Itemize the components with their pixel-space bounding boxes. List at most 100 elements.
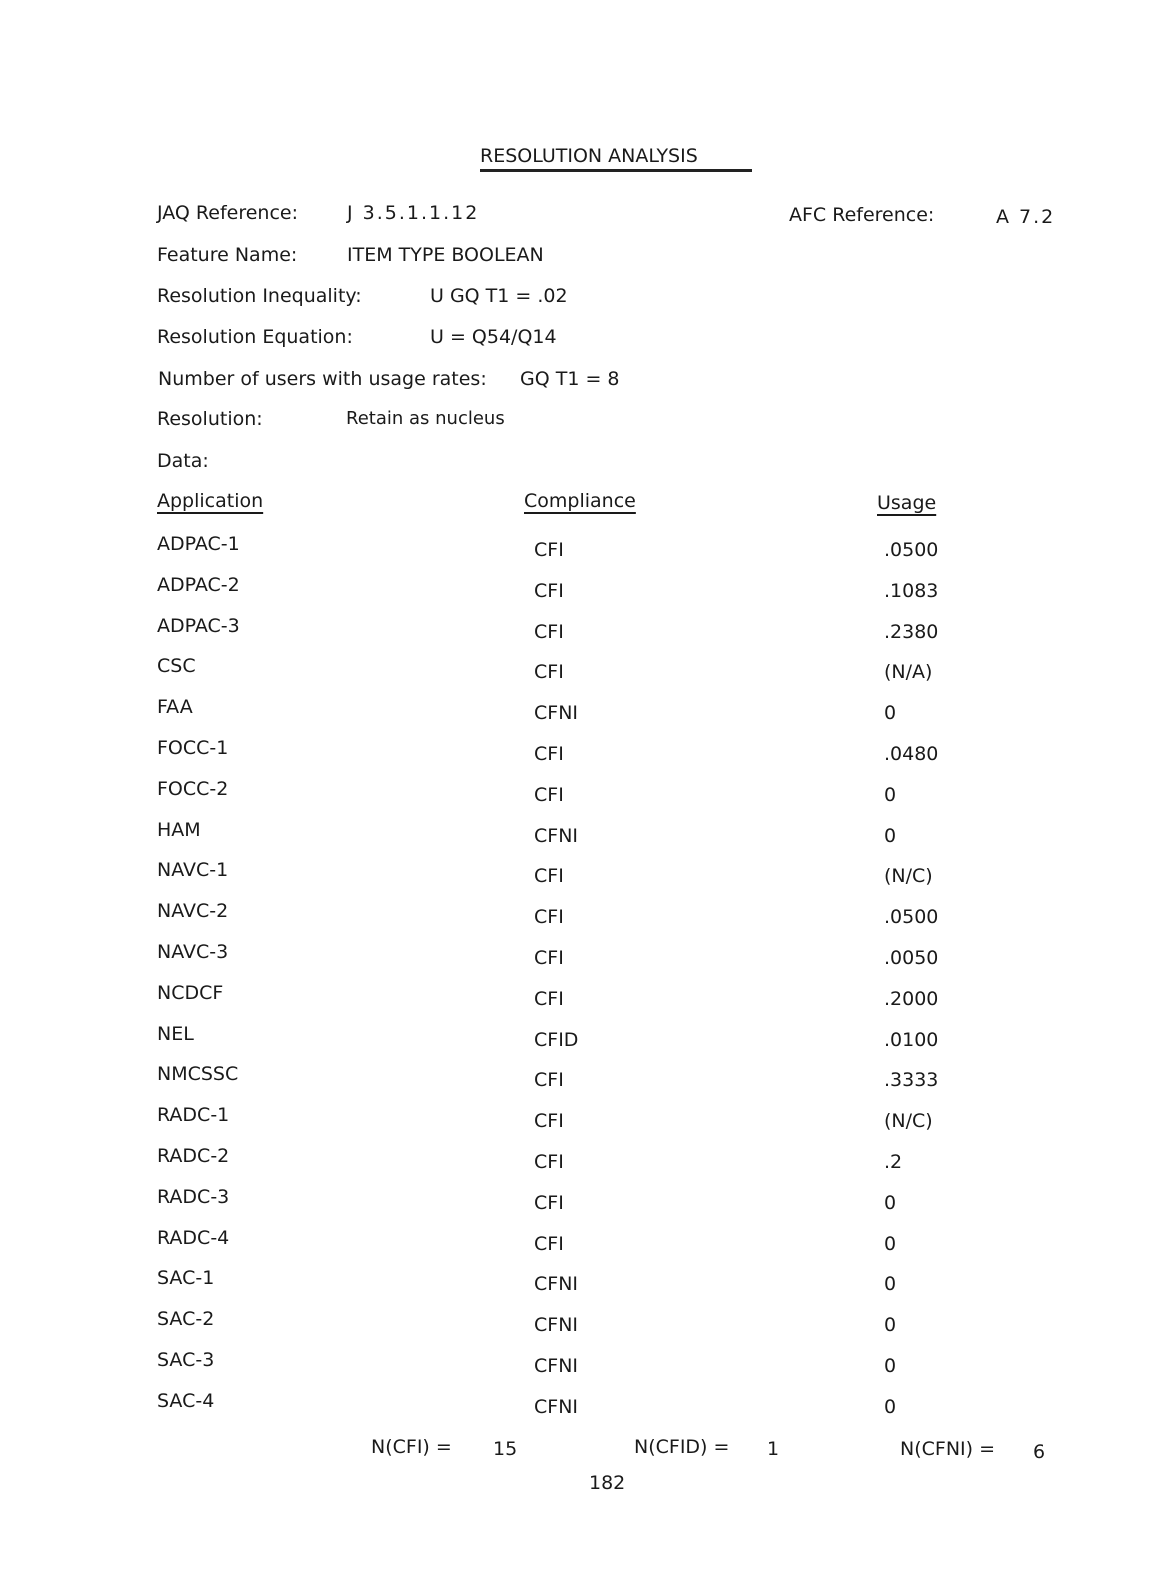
- table-row: SAC-3 CFNI 0: [0, 1349, 1167, 1379]
- application-cell: NCDCF: [157, 981, 224, 1004]
- application-cell: SAC-3: [157, 1349, 215, 1371]
- usage-cell: .3333: [884, 1069, 939, 1092]
- jaq-label: JAQ Reference:: [157, 202, 299, 224]
- users-label: Number of users with usage rates:: [158, 368, 487, 390]
- jaq-value: J 3.5.1.1.12: [347, 202, 480, 224]
- resolution-label: Resolution:: [157, 408, 263, 430]
- afc-value: A 7.2: [996, 206, 1056, 228]
- usage-cell: (N/A): [884, 661, 933, 684]
- usage-cell: .0100: [884, 1028, 939, 1051]
- table-row: SAC-4 CFNI 0: [0, 1390, 1167, 1420]
- compliance-cell: CFI: [534, 987, 564, 1010]
- application-cell: SAC-4: [157, 1389, 215, 1412]
- cfni-total-value: 6: [1033, 1441, 1046, 1463]
- usage-cell: .0500: [884, 539, 939, 561]
- usage-cell: .2000: [884, 987, 939, 1010]
- compliance-cell: CFI: [534, 661, 564, 684]
- application-cell: SAC-1: [157, 1267, 215, 1290]
- compliance-cell: CFI: [534, 783, 564, 806]
- compliance-cell: CFI: [534, 865, 564, 888]
- application-cell: FOCC-1: [157, 737, 229, 759]
- resolution-value: Retain as nucleus: [346, 408, 505, 429]
- usage-cell: 0: [884, 783, 897, 806]
- cfid-total-label: N(CFID) =: [634, 1436, 730, 1458]
- application-cell: FOCC-2: [157, 777, 229, 800]
- table-row: SAC-2 CFNI 0: [0, 1308, 1167, 1338]
- afc-label: AFC Reference:: [789, 204, 935, 226]
- compliance-cell: CFNI: [534, 1395, 579, 1418]
- usage-cell: 0: [884, 702, 897, 725]
- application-cell: ADPAC-3: [157, 614, 240, 637]
- usage-cell: (N/C): [884, 1110, 933, 1133]
- compliance-cell: CFI: [534, 1232, 564, 1255]
- usage-cell: .2: [884, 1151, 903, 1173]
- table-row: NMCSSC CFI .3333: [0, 1063, 1167, 1093]
- usage-cell: 0: [884, 1273, 897, 1296]
- usage-cell: .0500: [884, 906, 939, 929]
- compliance-cell: CFNI: [534, 824, 579, 847]
- cfni-total-label: N(CFNI) =: [900, 1438, 996, 1460]
- table-row: NCDCF CFI .2000: [0, 982, 1167, 1012]
- usage-cell: 0: [884, 1314, 897, 1337]
- application-cell: FAA: [157, 696, 193, 719]
- application-cell: RADC-2: [157, 1145, 230, 1167]
- column-header-compliance: Compliance: [524, 490, 636, 512]
- application-cell: NAVC-1: [157, 859, 229, 882]
- column-header-application: Application: [157, 490, 264, 512]
- page-title: RESOLUTION ANALYSIS: [480, 145, 752, 172]
- compliance-cell: CFI: [534, 1110, 564, 1133]
- application-cell: ADPAC-1: [157, 533, 240, 555]
- inequality-label: Resolution Inequality:: [157, 285, 362, 307]
- compliance-cell: CFI: [534, 1151, 564, 1173]
- usage-cell: .2380: [884, 620, 939, 643]
- compliance-cell: CFI: [534, 539, 564, 561]
- table-row: SAC-1 CFNI 0: [0, 1267, 1167, 1297]
- table-row: RADC-2 CFI .2: [0, 1145, 1167, 1175]
- table-row: NAVC-2 CFI .0500: [0, 900, 1167, 930]
- cfi-total-value: 15: [493, 1438, 518, 1460]
- usage-cell: .1083: [884, 579, 939, 602]
- page-number: 182: [589, 1472, 626, 1494]
- application-cell: NAVC-2: [157, 900, 229, 923]
- application-cell: HAM: [157, 818, 201, 841]
- feature-value: ITEM TYPE BOOLEAN: [347, 244, 544, 266]
- application-cell: NMCSSC: [157, 1063, 239, 1086]
- users-value: GQ T1 = 8: [520, 368, 620, 390]
- application-cell: CSC: [157, 655, 196, 678]
- table-row: NAVC-3 CFI .0050: [0, 941, 1167, 971]
- compliance-cell: CFNI: [534, 702, 579, 725]
- equation-value: U = Q54/Q14: [430, 326, 557, 348]
- inequality-value: U GQ T1 = .02: [430, 285, 568, 307]
- table-row: CSC CFI (N/A): [0, 655, 1167, 685]
- table-row: RADC-3 CFI 0: [0, 1186, 1167, 1216]
- cfi-total-label: N(CFI) =: [371, 1436, 452, 1458]
- usage-cell: .0050: [884, 947, 939, 969]
- usage-cell: 0: [884, 824, 897, 847]
- compliance-cell: CFI: [534, 1069, 564, 1092]
- feature-label: Feature Name:: [157, 244, 298, 266]
- usage-cell: (N/C): [884, 865, 933, 888]
- table-row: NEL CFID .0100: [0, 1023, 1167, 1053]
- compliance-cell: CFI: [534, 947, 564, 969]
- compliance-cell: CFNI: [534, 1273, 579, 1296]
- compliance-cell: CFI: [534, 579, 564, 602]
- compliance-cell: CFI: [534, 1191, 564, 1214]
- compliance-cell: CFID: [534, 1028, 579, 1051]
- compliance-cell: CFNI: [534, 1355, 579, 1377]
- application-cell: RADC-4: [157, 1226, 230, 1249]
- table-row: FAA CFNI 0: [0, 696, 1167, 726]
- application-cell: NEL: [157, 1022, 194, 1045]
- table-row: ADPAC-1 CFI .0500: [0, 533, 1167, 563]
- compliance-cell: CFI: [534, 906, 564, 929]
- usage-cell: .0480: [884, 743, 939, 765]
- usage-cell: 0: [884, 1232, 897, 1255]
- application-cell: ADPAC-2: [157, 573, 240, 596]
- column-header-usage: Usage: [877, 492, 937, 514]
- compliance-cell: CFNI: [534, 1314, 579, 1337]
- usage-cell: 0: [884, 1191, 897, 1214]
- application-cell: RADC-1: [157, 1104, 230, 1127]
- table-row: FOCC-2 CFI 0: [0, 778, 1167, 808]
- table-row: HAM CFNI 0: [0, 819, 1167, 849]
- data-label: Data:: [157, 450, 209, 472]
- table-row: ADPAC-3 CFI .2380: [0, 615, 1167, 645]
